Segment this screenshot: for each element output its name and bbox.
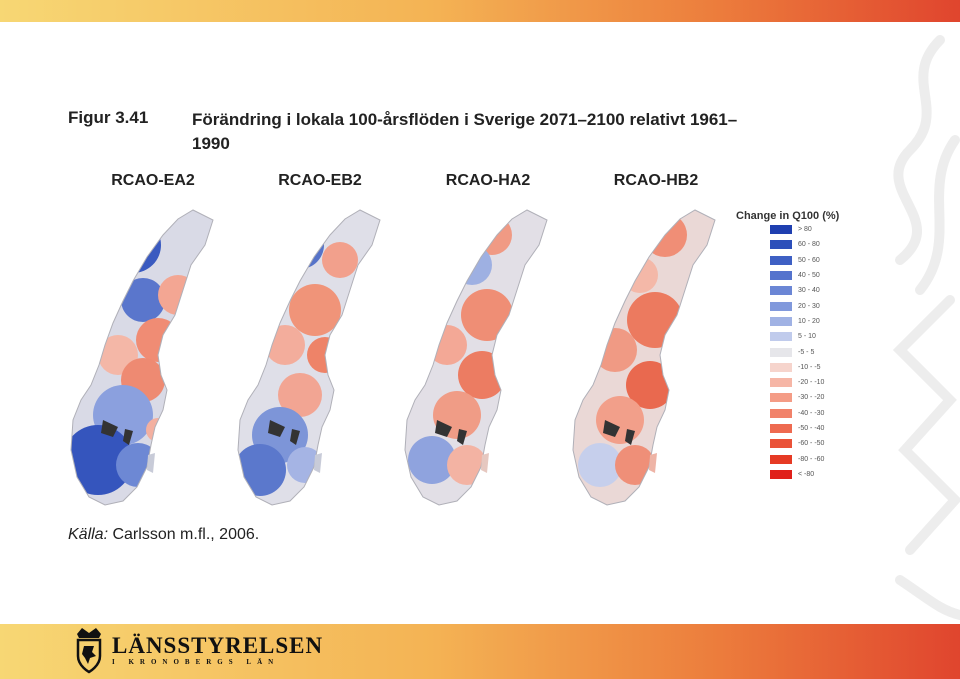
- legend-label: -80 - -60: [798, 455, 825, 463]
- legend-item: 30 - 40: [736, 283, 871, 298]
- crown-lion-emblem-icon: [76, 628, 102, 674]
- legend-item: -30 - -20: [736, 390, 871, 405]
- legend-label: -10 - -5: [798, 363, 821, 371]
- panel-title-eb2: RCAO-EB2: [278, 172, 362, 189]
- figure-title: Förändring i lokala 100-årsflöden i Sver…: [192, 110, 738, 153]
- legend-swatch: [770, 347, 792, 357]
- legend-swatch: [770, 271, 792, 281]
- legend-item: 40 - 50: [736, 268, 871, 283]
- legend-swatch: [770, 240, 792, 250]
- legend-label: -40 - -30: [798, 409, 825, 417]
- legend-swatch: [770, 393, 792, 403]
- legend-item: -20 - -10: [736, 375, 871, 390]
- legend-item: 10 - 20: [736, 314, 871, 329]
- top-gradient-bar: [0, 0, 960, 22]
- logo-name: LÄNSSTYRELSEN: [112, 633, 324, 658]
- lion-watermark: [892, 35, 960, 620]
- legend-swatch: [770, 362, 792, 372]
- legend-item: -10 - -5: [736, 360, 871, 375]
- legend-label: 10 - 20: [798, 317, 820, 325]
- source-citation: Källa: Carlsson m.fl., 2006.: [68, 526, 259, 544]
- map-eb2: [237, 209, 381, 506]
- legend-label: 40 - 50: [798, 272, 820, 280]
- legend-label: -60 - -50: [798, 440, 825, 448]
- legend-item: -50 - -40: [736, 421, 871, 436]
- legend-label: 30 - 40: [798, 287, 820, 295]
- legend-title: Change in Q100 (%): [736, 210, 840, 222]
- legend-item: 5 - 10: [736, 329, 871, 344]
- legend-swatch: [770, 286, 792, 296]
- logo-subtitle: I KRONOBERGS LÄN: [112, 658, 280, 666]
- legend-swatch: [770, 469, 792, 479]
- legend-item: -80 - -60: [736, 451, 871, 466]
- legend-rows: > 80 60 - 80 50 - 60 40 - 50 30 - 40 20 - 30 1…: [736, 222, 871, 482]
- legend-swatch: [770, 424, 792, 433]
- legend-label: -5 - 5: [798, 348, 815, 356]
- legend-item: -5 - 5: [736, 344, 871, 359]
- legend-item: 60 - 80: [736, 237, 871, 252]
- legend-item: 50 - 60: [736, 253, 871, 268]
- legend-label: 5 - 10: [798, 333, 816, 341]
- source-prefix: Källa:: [68, 526, 109, 543]
- legend-label: -30 - -20: [798, 394, 825, 402]
- legend-label: -50 - -40: [798, 425, 825, 432]
- panel-title-hb2: RCAO-HB2: [613, 172, 699, 189]
- legend-swatch: [770, 454, 792, 464]
- legend-swatch: [770, 225, 792, 235]
- legend-label: -20 - -10: [798, 379, 825, 387]
- legend-swatch: [770, 378, 792, 388]
- legend-item: -40 - -30: [736, 406, 871, 421]
- lansstyrelsen-logo: LÄNSSTYRELSEN I KRONOBERGS LÄN: [72, 626, 323, 674]
- figure-label: Figur 3.41: [68, 108, 149, 127]
- legend-label: 50 - 60: [798, 256, 820, 264]
- map-ea2: [70, 209, 214, 506]
- legend-item: 20 - 30: [736, 298, 871, 313]
- legend-item: -60 - -50: [736, 436, 871, 451]
- legend-swatch: [770, 316, 792, 326]
- map-hb2: [572, 209, 716, 506]
- legend-item: < -80: [736, 467, 871, 482]
- panel-title-ha2: RCAO-HA2: [445, 172, 531, 189]
- legend-label: 20 - 30: [798, 302, 820, 310]
- legend-label: 60 - 80: [798, 241, 820, 249]
- legend-label: < -80: [798, 470, 815, 478]
- legend-swatch: [770, 301, 792, 311]
- panel-title-ea2: RCAO-EA2: [111, 172, 195, 189]
- source-text: Carlsson m.fl., 2006.: [108, 526, 260, 543]
- legend-swatch: [770, 332, 792, 342]
- legend-swatch: [770, 408, 792, 418]
- legend-item: > 80: [736, 222, 871, 237]
- legend-label: > 80: [798, 226, 812, 234]
- map-ha2: [404, 209, 548, 506]
- legend-swatch: [770, 439, 792, 449]
- bottom-gradient-bar: [0, 624, 960, 679]
- map-legend: Change in Q100 (%) > 80 60 - 80 50 - 60 40 …: [736, 210, 871, 482]
- legend-swatch: [770, 255, 792, 265]
